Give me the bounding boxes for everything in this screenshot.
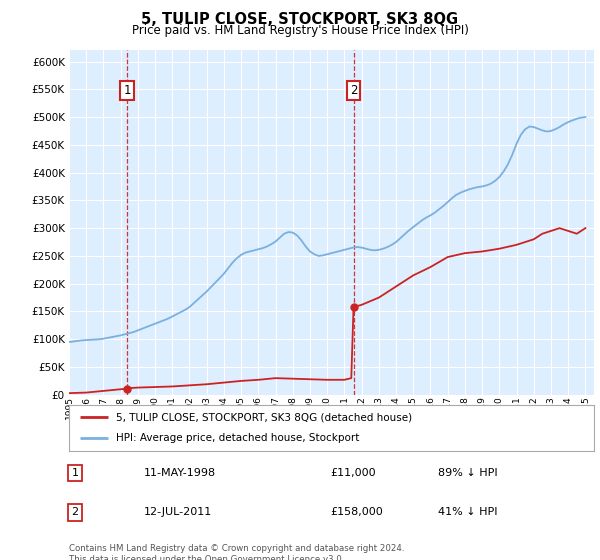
Text: £11,000: £11,000 [330,468,376,478]
Text: 1: 1 [71,468,79,478]
Text: 41% ↓ HPI: 41% ↓ HPI [438,507,497,517]
Text: 2: 2 [350,84,357,97]
Text: 2: 2 [71,507,79,517]
Text: £158,000: £158,000 [330,507,383,517]
Text: 1: 1 [123,84,131,97]
Text: HPI: Average price, detached house, Stockport: HPI: Average price, detached house, Stoc… [116,433,359,444]
Text: 89% ↓ HPI: 89% ↓ HPI [438,468,497,478]
Text: 5, TULIP CLOSE, STOCKPORT, SK3 8QG: 5, TULIP CLOSE, STOCKPORT, SK3 8QG [142,12,458,27]
Text: Price paid vs. HM Land Registry's House Price Index (HPI): Price paid vs. HM Land Registry's House … [131,24,469,36]
Text: 5, TULIP CLOSE, STOCKPORT, SK3 8QG (detached house): 5, TULIP CLOSE, STOCKPORT, SK3 8QG (deta… [116,412,412,422]
Text: 11-MAY-1998: 11-MAY-1998 [144,468,216,478]
Text: 12-JUL-2011: 12-JUL-2011 [144,507,212,517]
Text: Contains HM Land Registry data © Crown copyright and database right 2024.
This d: Contains HM Land Registry data © Crown c… [69,544,404,560]
